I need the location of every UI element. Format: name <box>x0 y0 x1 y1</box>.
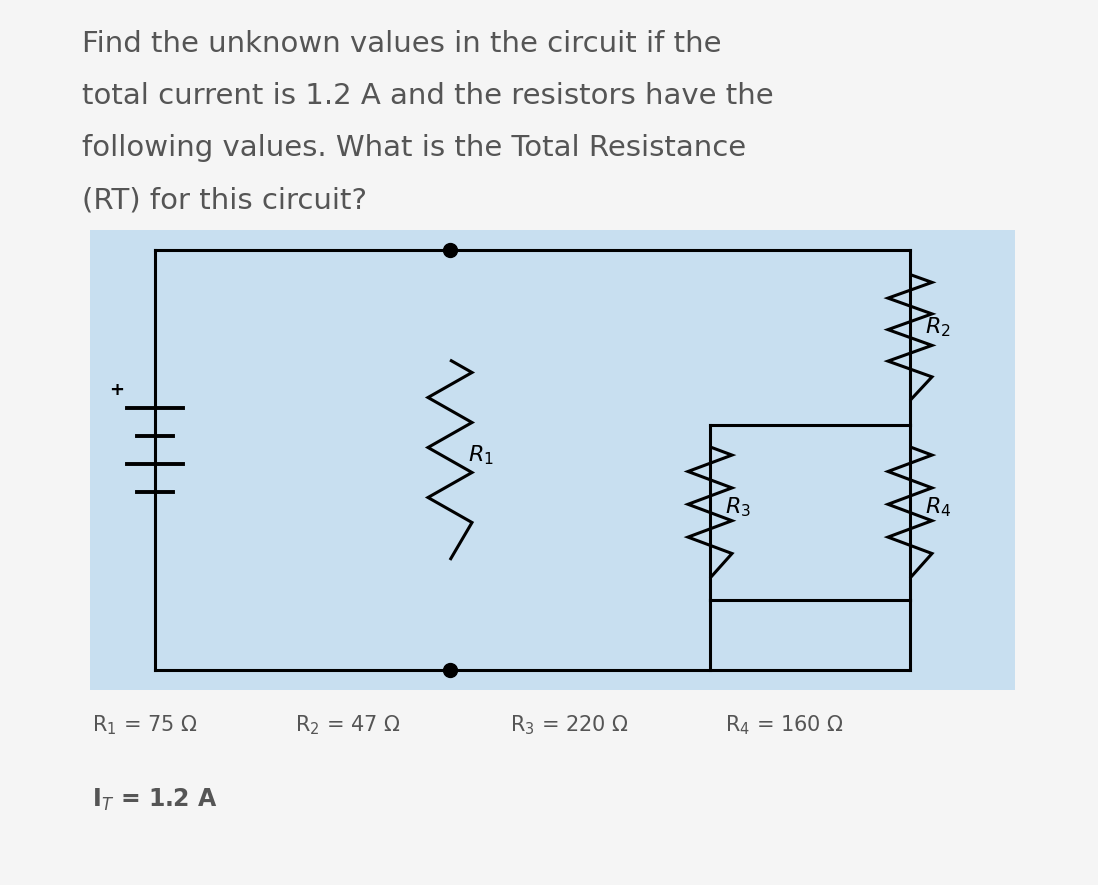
Text: $R_1$: $R_1$ <box>468 443 494 466</box>
Bar <box>90 230 1015 690</box>
Text: R$_2$ = 47 Ω: R$_2$ = 47 Ω <box>295 713 401 736</box>
Text: total current is 1.2 A and the resistors have the: total current is 1.2 A and the resistors… <box>82 82 774 110</box>
Text: I$_T$ = 1.2 A: I$_T$ = 1.2 A <box>92 787 217 813</box>
Text: $R_4$: $R_4$ <box>925 496 951 519</box>
Text: (RT) for this circuit?: (RT) for this circuit? <box>82 186 367 214</box>
Text: R$_4$ = 160 Ω: R$_4$ = 160 Ω <box>725 713 844 736</box>
Text: Find the unknown values in the circuit if the: Find the unknown values in the circuit i… <box>82 30 721 58</box>
Text: R$_1$ = 75 Ω: R$_1$ = 75 Ω <box>92 713 198 736</box>
Text: following values. What is the Total Resistance: following values. What is the Total Resi… <box>82 134 747 162</box>
Text: $R_3$: $R_3$ <box>725 496 751 519</box>
Text: $R_2$: $R_2$ <box>925 316 951 339</box>
Text: R$_3$ = 220 Ω: R$_3$ = 220 Ω <box>509 713 629 736</box>
Text: +: + <box>110 381 124 399</box>
